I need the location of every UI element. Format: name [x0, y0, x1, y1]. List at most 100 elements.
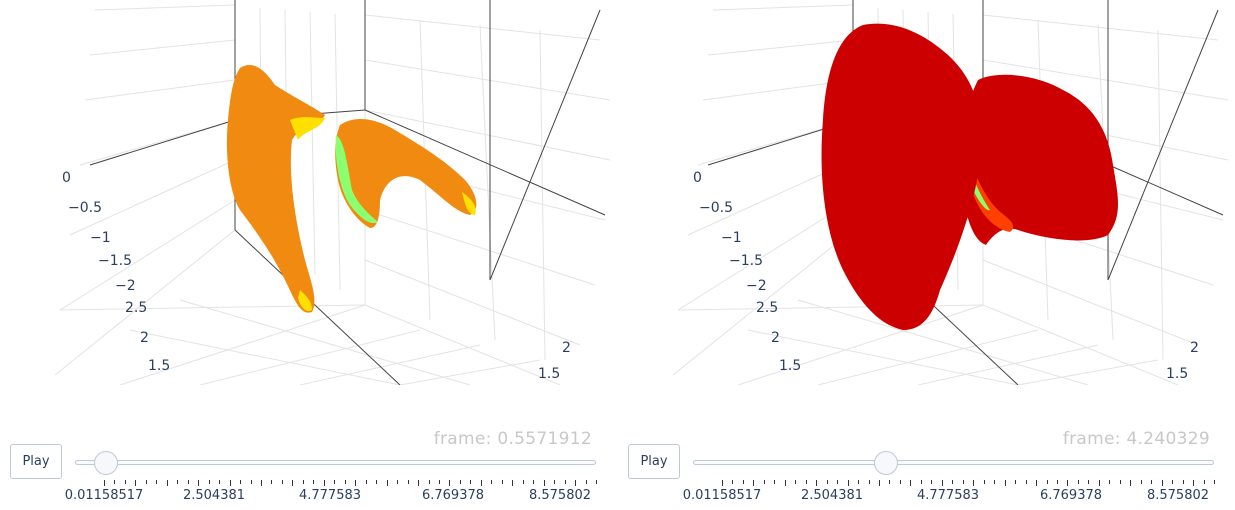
slider-tick [271, 480, 273, 484]
slider-tick [994, 480, 996, 484]
slider-tick [428, 480, 430, 484]
axis-label: 2 [562, 340, 571, 356]
slider-tick [795, 480, 797, 484]
3d-scene-right[interactable]: 0 −0.5 −1 −1.5 −2 2.5 2 1.5 2 1.5 [618, 0, 1235, 385]
slider-tick [470, 480, 472, 484]
slider-tick [868, 480, 870, 484]
slider-tick [459, 480, 461, 484]
slider-tick [1025, 480, 1027, 484]
axis-label: −0.5 [68, 200, 102, 216]
slider-tick [847, 480, 849, 486]
slider-tick-label: 8.575802 [528, 488, 592, 503]
slider-tick [1004, 480, 1006, 486]
slider-tick [1088, 480, 1090, 484]
slider-tick [732, 480, 734, 484]
slider-tick-label: 2.504381 [800, 488, 864, 503]
axis-label: −2 [115, 278, 136, 294]
slider-tick [365, 480, 367, 484]
slider-tick [281, 480, 283, 484]
axis-label: 1.5 [538, 366, 560, 382]
slider-tick [931, 480, 933, 484]
axis-label: 2 [771, 330, 780, 346]
slider-tick [344, 480, 346, 484]
slider-tick-label: 0.01158517 [682, 488, 762, 503]
slider-tick-label: 4.777583 [916, 488, 980, 503]
frame-readout: frame: 0.5571912 [433, 429, 592, 449]
slider-tick [302, 480, 304, 484]
slider-tick-label: 6.769378 [1039, 488, 1103, 503]
slider-tick [313, 480, 315, 484]
slider-tick [261, 480, 263, 486]
slider-tick [816, 480, 818, 486]
slider-tick-label: 8.575802 [1146, 488, 1210, 503]
slider-tick [1046, 480, 1048, 484]
slider-tick [104, 480, 105, 486]
slider-tick [114, 480, 116, 484]
slider-tick [240, 480, 242, 484]
slider-handle[interactable] [94, 451, 119, 475]
slider-tick [763, 480, 765, 484]
axis-label: 1.5 [779, 358, 801, 374]
slider-tick [177, 480, 179, 484]
axis-label: −1 [90, 230, 111, 246]
slider-tick [512, 480, 514, 486]
slider-tick-label: 0.01158517 [64, 488, 144, 503]
axis-label: 1.5 [148, 358, 170, 374]
frame-slider[interactable]: 0.01158517 2.504381 4.777583 6.769378 8.… [683, 450, 1215, 510]
slider-tick [229, 480, 231, 486]
slider-tick [952, 480, 954, 484]
slider-tick [1172, 480, 1174, 484]
slider-tick [1193, 480, 1195, 486]
slider-tick [166, 480, 168, 486]
axis-label: −1 [721, 230, 742, 246]
slider-tick [1214, 480, 1215, 484]
axis-label: 1.5 [1166, 366, 1188, 382]
slider-tick-labels: 0.01158517 2.504381 4.777583 6.769378 8.… [65, 488, 596, 506]
slider-tick [1056, 480, 1058, 484]
slider-tick [879, 480, 881, 486]
slider-rail[interactable] [75, 460, 596, 465]
slider-tick [554, 480, 556, 484]
slider-handle[interactable] [873, 451, 898, 475]
play-button[interactable]: Play [10, 444, 62, 479]
slider-tick [910, 480, 912, 486]
plot-panel-right: 0 −0.5 −1 −1.5 −2 2.5 2 1.5 2 1.5 frame:… [618, 0, 1235, 509]
slider-tick [480, 480, 482, 486]
slider-tick [1077, 480, 1079, 484]
slider-tick [889, 480, 891, 484]
play-button[interactable]: Play [628, 444, 680, 479]
axis-label: 2 [140, 330, 149, 346]
grid-lines [54, 4, 611, 385]
slider-tick [585, 480, 587, 484]
slider-tick [1151, 480, 1153, 484]
slider-tick [858, 480, 860, 484]
slider-tick [1036, 480, 1038, 486]
slider-tick [156, 480, 158, 484]
axis-label: 2.5 [125, 300, 147, 316]
slider-tick [983, 480, 985, 484]
plot-panel-left: 0 −0.5 −1 −1.5 −2 2.5 2 1.5 2 1.5 frame:… [0, 0, 617, 509]
axis-tick-labels: 0 −0.5 −1 −1.5 −2 2.5 2 1.5 2 1.5 [693, 170, 1199, 382]
axis-label: 2.5 [756, 300, 778, 316]
slider-rail[interactable] [693, 460, 1214, 465]
point-cloud-left [226, 64, 477, 313]
slider-tick [774, 480, 776, 484]
slider-tick [1015, 480, 1017, 484]
slider-tick [397, 480, 399, 484]
slider-tick [1119, 480, 1121, 484]
slider-tick [522, 480, 524, 484]
slider-tick [784, 480, 786, 486]
slider-tick [187, 480, 189, 484]
slider-tick [145, 480, 147, 484]
slider-tick-labels: 0.01158517 2.504381 4.777583 6.769378 8.… [683, 488, 1214, 506]
slider-tick [1098, 480, 1100, 486]
slider-ticks [693, 480, 1215, 488]
slider-tick [501, 480, 503, 484]
3d-plot-right: 0 −0.5 −1 −1.5 −2 2.5 2 1.5 2 1.5 [672, 0, 1229, 385]
3d-scene-left[interactable]: 0 −0.5 −1 −1.5 −2 2.5 2 1.5 2 1.5 [0, 0, 617, 385]
slider-tick [208, 480, 210, 484]
slider-tick [491, 480, 493, 484]
slider-tick [826, 480, 828, 484]
frame-slider[interactable]: 0.01158517 2.504381 4.777583 6.769378 8.… [65, 450, 597, 510]
axis-label: −1.5 [729, 253, 763, 269]
